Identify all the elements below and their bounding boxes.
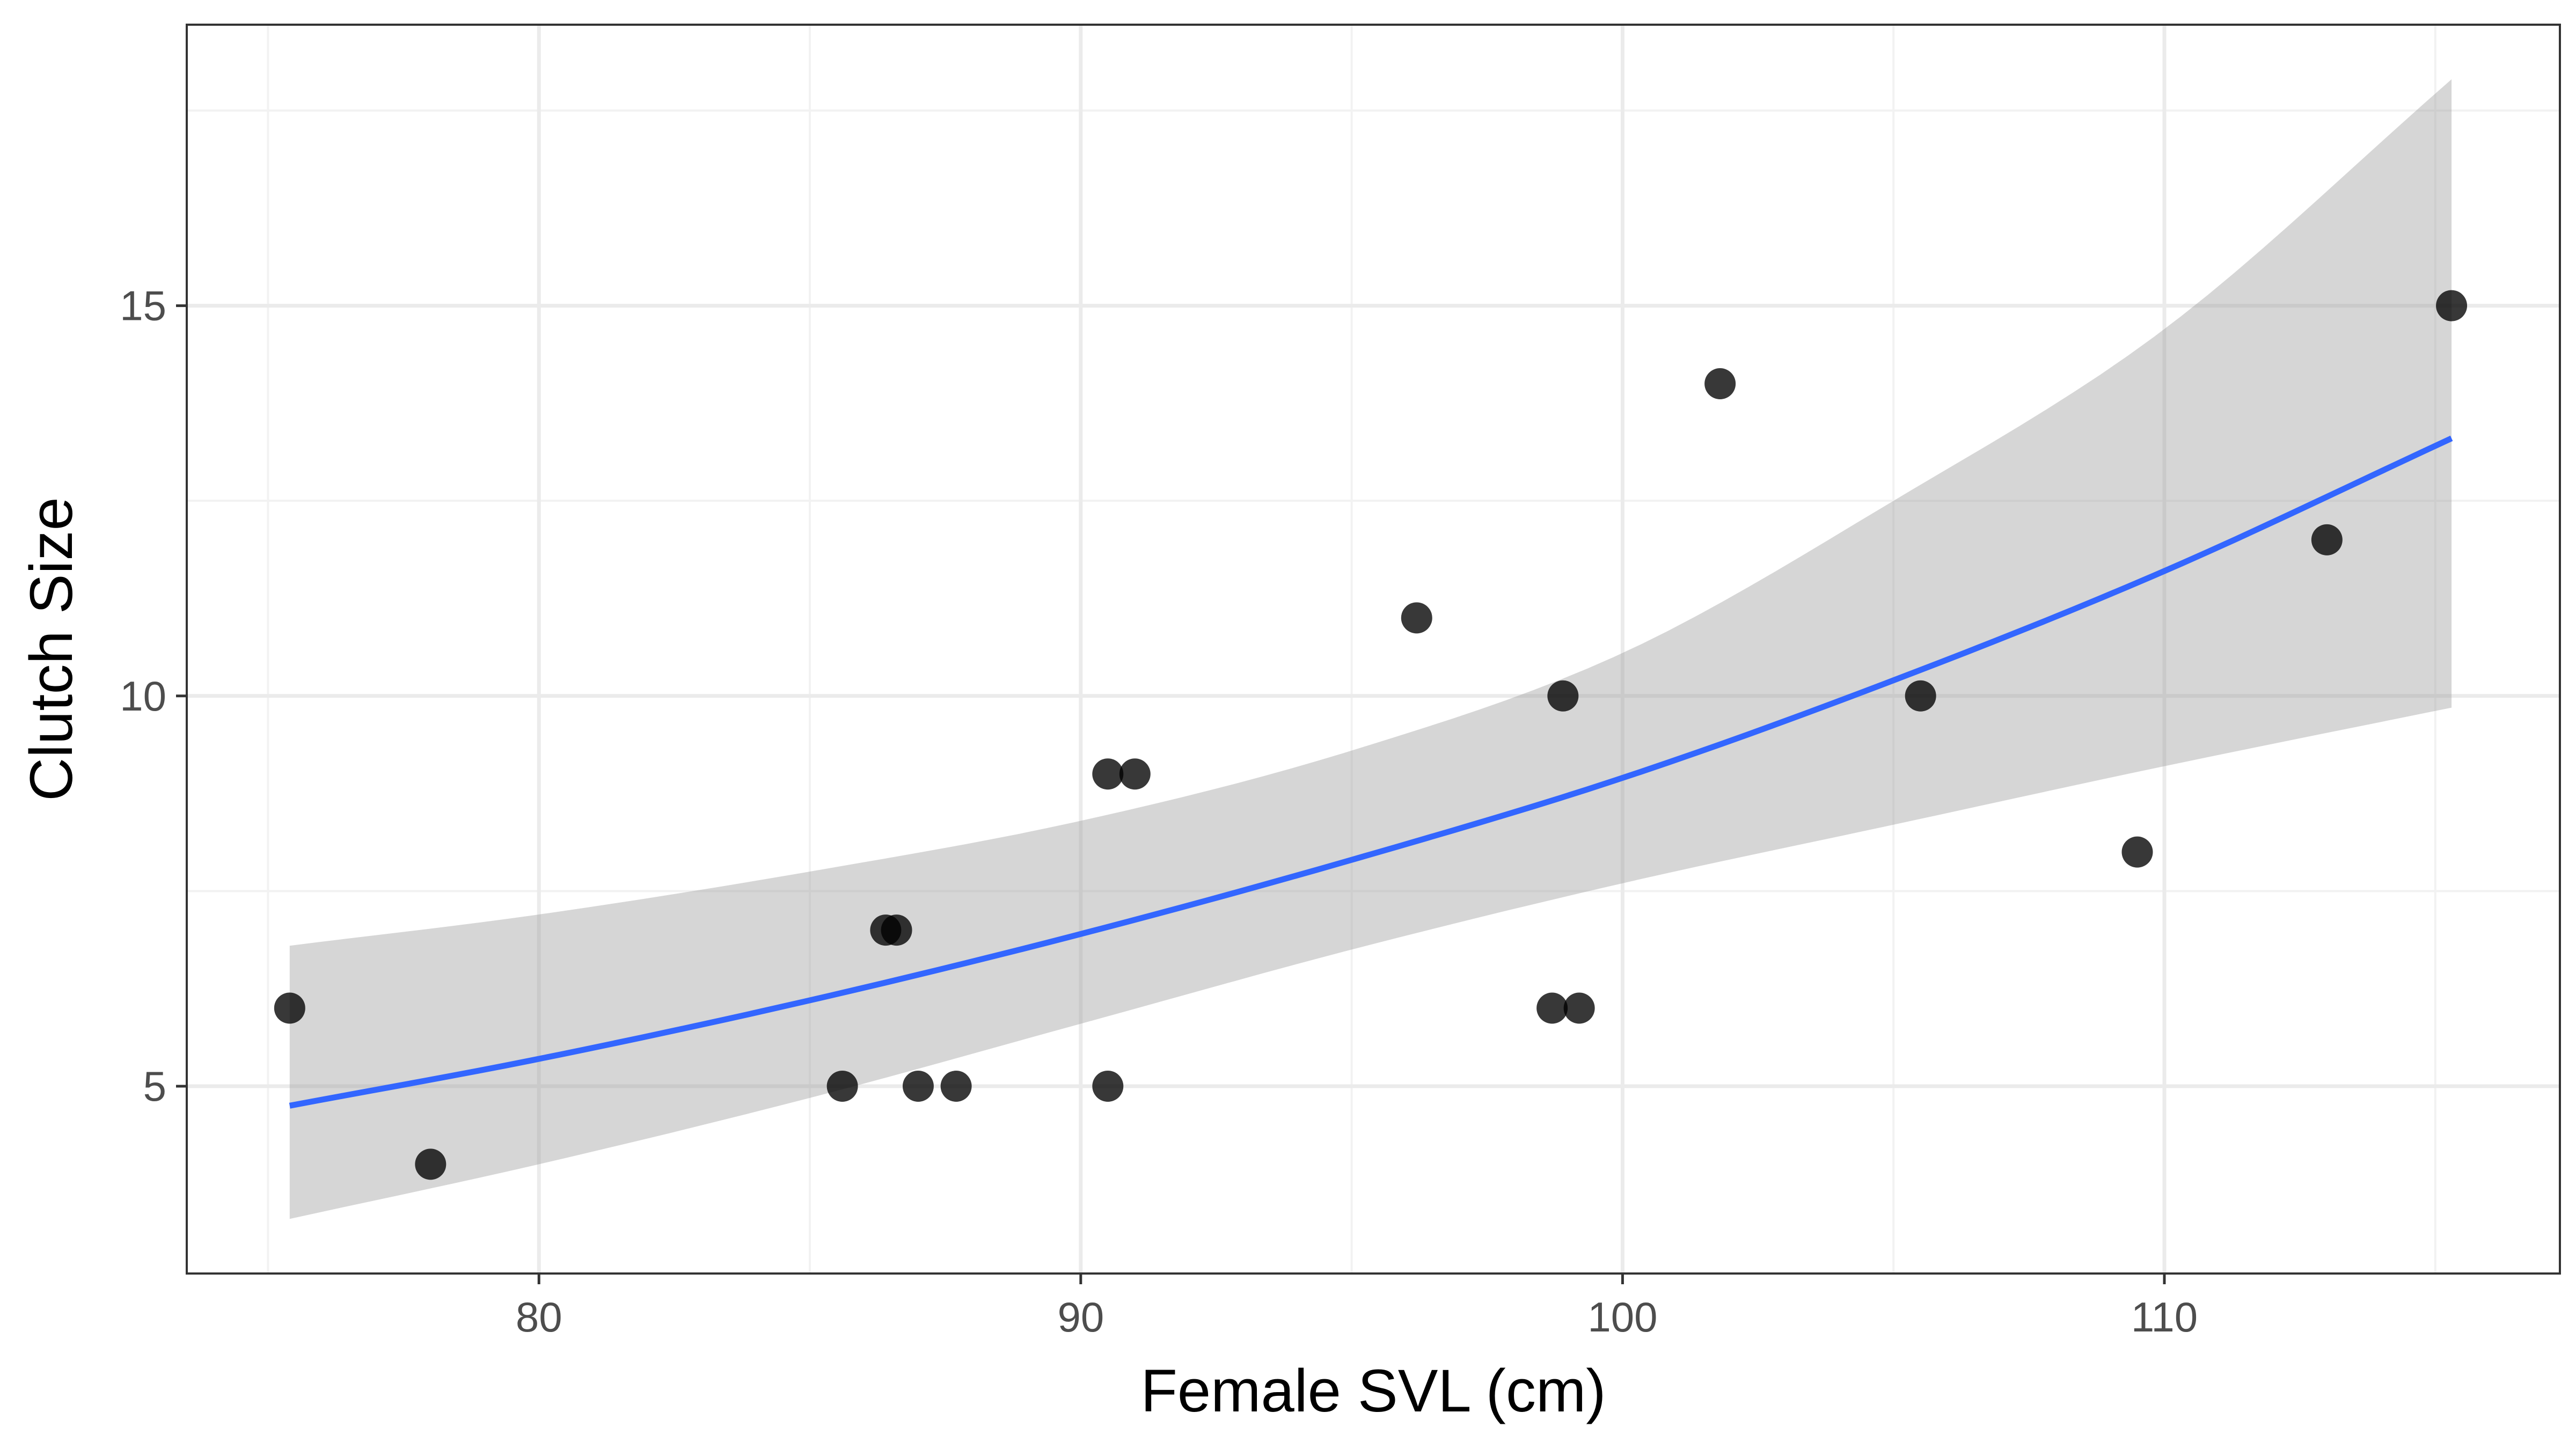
x-tick-label: 80	[516, 1293, 562, 1341]
data-point	[1563, 992, 1595, 1024]
grid-minor	[187, 25, 2560, 1274]
x-tick-label: 110	[2131, 1293, 2198, 1341]
fit-line	[289, 435, 2453, 1109]
data-point	[1092, 1070, 1124, 1102]
data-point	[415, 1148, 447, 1180]
data-point	[274, 992, 305, 1024]
data-point	[940, 1070, 972, 1102]
data-point	[826, 1070, 858, 1102]
y-tick-label: 15	[120, 282, 166, 330]
points-layer	[274, 290, 2468, 1180]
x-tick-label: 90	[1057, 1293, 1104, 1341]
data-point	[1401, 602, 1432, 634]
data-point	[1536, 992, 1568, 1024]
data-point	[1547, 680, 1579, 712]
grid-major	[187, 25, 2560, 1274]
data-point	[2121, 836, 2153, 868]
y-tick-label: 5	[143, 1063, 166, 1110]
x-axis-title: Female SVL (cm)	[1140, 1357, 1606, 1424]
data-point	[902, 1070, 934, 1102]
data-point	[1092, 758, 1124, 790]
confidence-band	[289, 79, 2452, 1219]
panel-border	[186, 24, 2561, 1275]
data-point	[881, 914, 912, 946]
data-point	[2311, 524, 2343, 555]
data-point	[1119, 758, 1151, 790]
y-axis-ticks: 5 10 15	[120, 282, 187, 1110]
data-point	[1704, 368, 1736, 400]
fit-line-layer	[289, 435, 2453, 1109]
data-point	[1905, 680, 1936, 712]
y-axis-title: Clutch Size	[18, 497, 85, 801]
data-point	[2436, 290, 2468, 321]
x-tick-label: 100	[1587, 1293, 1657, 1341]
x-axis-ticks: 80 90 100 110	[516, 1274, 2198, 1341]
confidence-band-layer	[289, 79, 2452, 1219]
y-tick-label: 10	[120, 672, 166, 720]
